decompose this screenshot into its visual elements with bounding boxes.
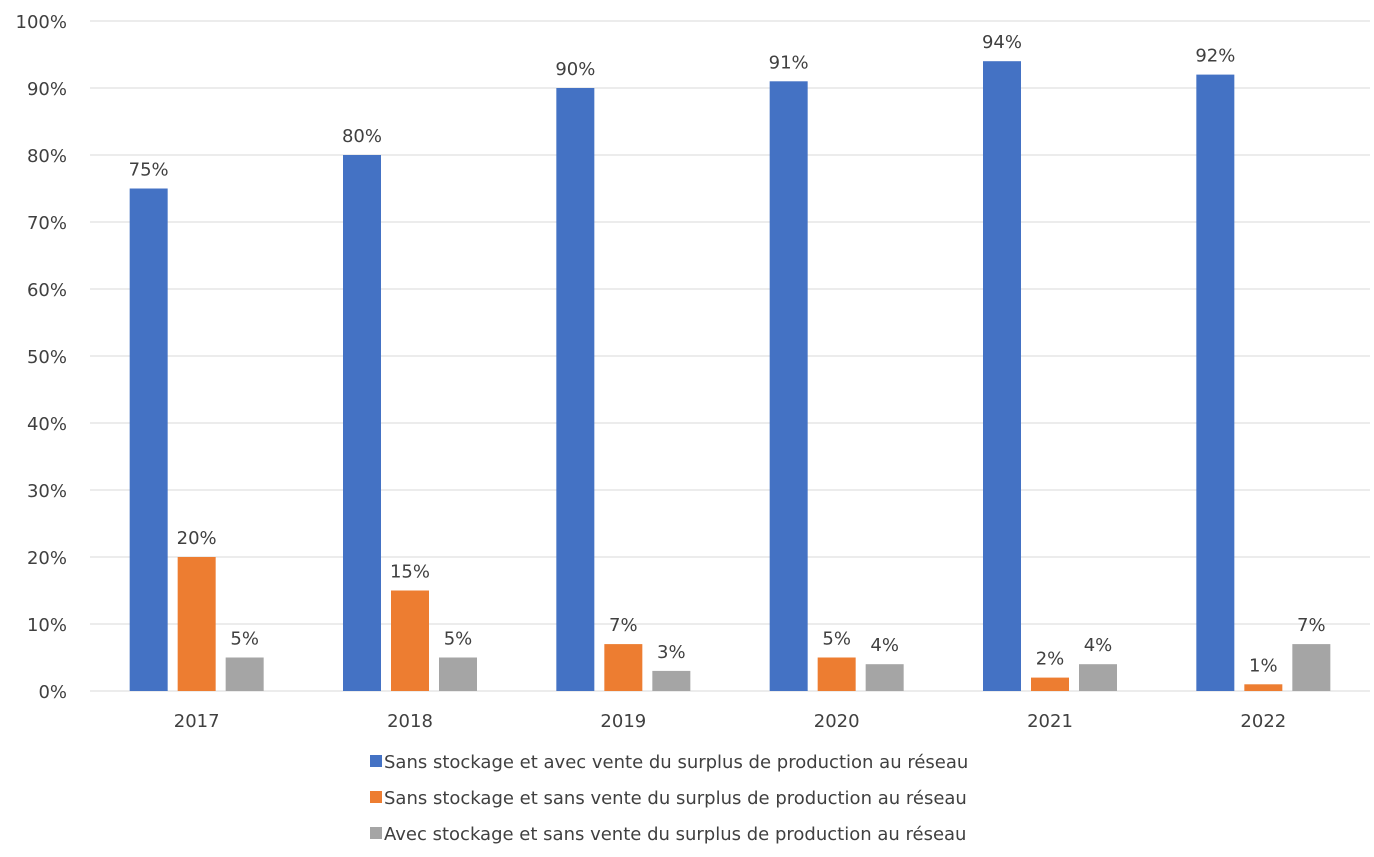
y-tick-label: 60% bbox=[27, 280, 67, 301]
data-label: 7% bbox=[1297, 615, 1326, 636]
y-tick-label: 20% bbox=[27, 548, 67, 569]
legend-swatch bbox=[370, 755, 382, 767]
bar bbox=[604, 644, 643, 691]
legend-swatch bbox=[370, 791, 382, 803]
y-tick-label: 70% bbox=[27, 213, 67, 234]
bars bbox=[129, 61, 1331, 692]
data-label: 4% bbox=[1084, 635, 1113, 656]
x-tick-label: 2018 bbox=[387, 711, 433, 732]
x-tick-label: 2020 bbox=[814, 711, 860, 732]
bar bbox=[1244, 684, 1283, 691]
bar bbox=[652, 670, 691, 691]
legend-label: Sans stockage et sans vente du surplus d… bbox=[384, 788, 967, 809]
bar bbox=[343, 155, 381, 691]
y-tick-label: 30% bbox=[27, 481, 67, 502]
data-label: 90% bbox=[555, 59, 595, 80]
legend-item: Sans stockage et avec vente du surplus d… bbox=[370, 752, 968, 773]
data-label: 3% bbox=[657, 642, 686, 663]
data-label: 5% bbox=[444, 629, 473, 650]
x-tick-label: 2022 bbox=[1240, 711, 1286, 732]
x-tick-label: 2017 bbox=[174, 711, 220, 732]
data-label: 2% bbox=[1036, 649, 1065, 670]
bar bbox=[1079, 664, 1117, 691]
bar bbox=[1196, 74, 1235, 692]
y-tick-label: 50% bbox=[27, 347, 67, 368]
data-label: 5% bbox=[230, 629, 259, 650]
legend-label: Sans stockage et avec vente du surplus d… bbox=[384, 752, 968, 773]
legend: Sans stockage et avec vente du surplus d… bbox=[370, 752, 968, 845]
data-label: 5% bbox=[822, 629, 851, 650]
y-tick-label: 10% bbox=[27, 615, 67, 636]
data-label: 4% bbox=[870, 635, 899, 656]
bar bbox=[769, 81, 808, 692]
bar bbox=[817, 657, 856, 691]
data-label: 80% bbox=[342, 126, 382, 147]
data-label: 15% bbox=[390, 562, 430, 583]
y-axis-ticks: 0% 10% 20% 30% 40% 50% 60% 70% 80% 90% 100% bbox=[16, 12, 67, 703]
bar bbox=[129, 188, 168, 691]
legend-label: Avec stockage et sans vente du surplus d… bbox=[384, 824, 966, 845]
data-labels: 75% 20% 5% 80% 15% 5% 90% 7% 3% 91% 5% 4% 94% 2% 4% 92%… bbox=[129, 32, 1326, 676]
x-axis-ticks: 2017 2018 2019 2020 2021 2022 bbox=[174, 711, 1286, 732]
x-tick-label: 2021 bbox=[1027, 711, 1073, 732]
y-tick-label: 100% bbox=[16, 12, 67, 33]
y-tick-label: 80% bbox=[27, 146, 67, 167]
y-tick-label: 90% bbox=[27, 79, 67, 100]
bar bbox=[865, 664, 904, 691]
gridlines bbox=[90, 20, 1370, 692]
legend-item: Sans stockage et sans vente du surplus d… bbox=[370, 788, 967, 809]
bar bbox=[177, 557, 216, 691]
bar bbox=[225, 657, 264, 691]
data-label: 91% bbox=[769, 52, 809, 73]
bar bbox=[391, 590, 429, 691]
data-label: 7% bbox=[609, 615, 638, 636]
legend-item: Avec stockage et sans vente du surplus d… bbox=[370, 824, 966, 845]
x-tick-label: 2019 bbox=[600, 711, 646, 732]
y-tick-label: 40% bbox=[27, 414, 67, 435]
bar bbox=[1292, 644, 1331, 691]
bar bbox=[556, 88, 595, 691]
data-label: 1% bbox=[1249, 655, 1278, 676]
data-label: 92% bbox=[1195, 46, 1235, 67]
data-label: 20% bbox=[177, 528, 217, 549]
legend-swatch bbox=[370, 827, 382, 839]
y-tick-label: 0% bbox=[38, 682, 67, 703]
bar bbox=[1031, 677, 1069, 691]
data-label: 75% bbox=[129, 160, 169, 181]
bar bbox=[439, 657, 477, 691]
data-label: 94% bbox=[982, 32, 1022, 53]
bar bbox=[983, 61, 1021, 691]
